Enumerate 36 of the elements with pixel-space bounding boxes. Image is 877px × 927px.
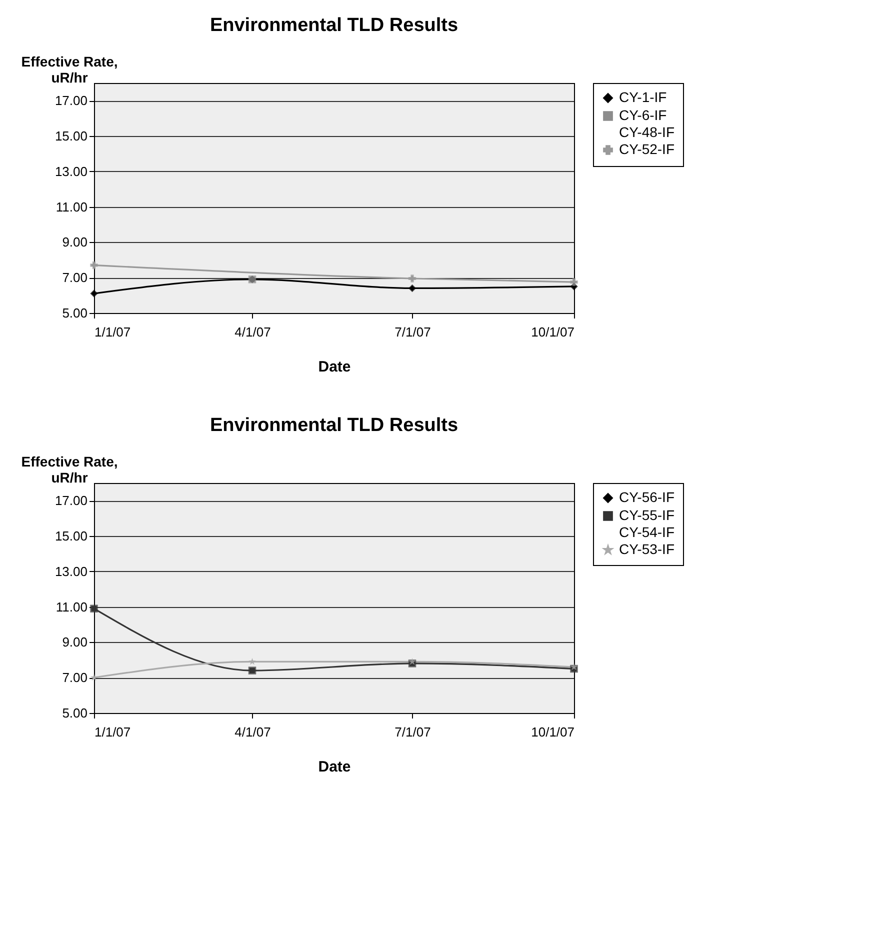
x-tick-label: 7/1/07	[394, 724, 431, 740]
legend-label: CY-6-IF	[619, 107, 667, 123]
text: CY-54-IF	[619, 524, 675, 540]
y-axis-title: Effective Rate, uR/hr	[21, 54, 118, 86]
x-tick-label: 1/1/07	[94, 324, 131, 340]
y-tick-label: 17.00	[54, 493, 88, 508]
y-tick-label: 9.00	[62, 234, 88, 250]
y-tick-label: 11.00	[56, 599, 88, 614]
x-tick-label: 1/1/07	[94, 724, 131, 740]
x-axis-title: Date	[318, 758, 351, 776]
legend-label: CY-52-IF	[619, 141, 675, 157]
x-tick-label: 4/1/07	[234, 724, 271, 740]
y-tick-label: 13.00	[54, 564, 88, 579]
x-axis-title: Date	[318, 358, 351, 376]
x-tick-label: 10/1/07	[531, 724, 574, 740]
legend-label: CY-53-IF	[619, 541, 675, 557]
legend-label: CY-56-IF	[619, 489, 675, 505]
x-tick-label: 4/1/07	[234, 324, 271, 340]
y-axis-title: Effective Rate, uR/hr	[21, 454, 118, 486]
y-tick-label: 11.00	[56, 199, 88, 214]
y-tick-label: 7.00	[62, 270, 88, 286]
chart-title: Environmental TLD Results	[210, 415, 458, 436]
y-tick-label: 9.00	[62, 634, 88, 650]
y-tick-label: 15.00	[54, 128, 88, 144]
x-tick-label: 7/1/07	[394, 324, 431, 340]
y-tick-label: 5.00	[62, 306, 88, 320]
x-tick-label: 10/1/07	[531, 324, 574, 340]
y-tick-label: 7.00	[62, 670, 88, 686]
chart-title: Environmental TLD Results	[210, 15, 458, 36]
legend-label: CY-55-IF	[619, 507, 675, 523]
legend-label: CY-1-IF	[619, 89, 667, 105]
y-tick-label: 15.00	[54, 528, 88, 544]
y-tick-label: 13.00	[54, 164, 88, 179]
y-tick-label: 17.00	[54, 93, 88, 108]
text: CY-48-IF	[619, 124, 675, 140]
y-tick-label: 5.00	[62, 706, 88, 720]
